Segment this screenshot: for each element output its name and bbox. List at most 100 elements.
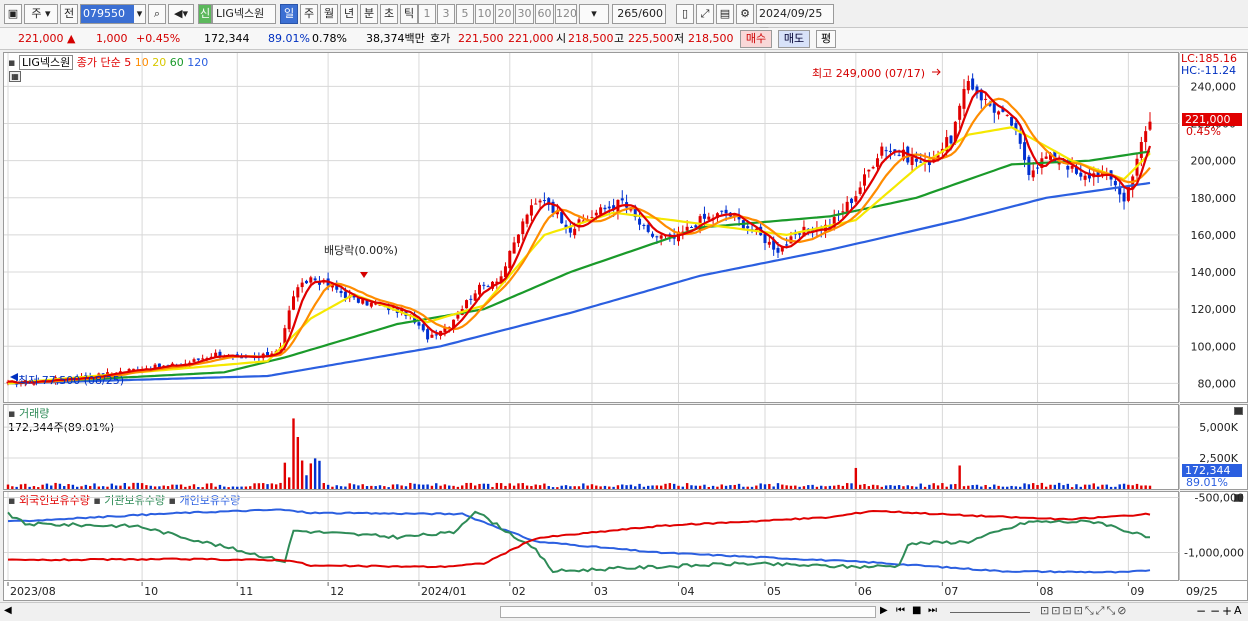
- candle: [421, 324, 425, 331]
- period-3-button[interactable]: 3: [437, 4, 455, 24]
- count-field[interactable]: 265/600: [612, 4, 666, 24]
- legend-ma20[interactable]: 20: [152, 56, 167, 69]
- legend-ma120[interactable]: 120: [187, 56, 209, 69]
- interval-min-tab[interactable]: 분: [360, 4, 378, 24]
- change-percent: +0.45%: [136, 32, 181, 45]
- period-10-button[interactable]: 10: [475, 4, 494, 24]
- holdings-panel-close-icon[interactable]: [1234, 494, 1243, 502]
- volume-title[interactable]: 거래량: [18, 407, 50, 420]
- interval-month-tab[interactable]: 월: [320, 4, 338, 24]
- volume-bar: [824, 486, 827, 489]
- date-input[interactable]: 2024/09/25 ▦: [756, 4, 834, 38]
- volume-panel[interactable]: [3, 404, 1179, 490]
- period-60-button[interactable]: 60: [535, 4, 554, 24]
- high-arrow-icon: [932, 68, 941, 76]
- candle: [153, 364, 157, 370]
- legend-stock-name[interactable]: LIG넥스원: [18, 55, 74, 70]
- volume-bar: [205, 483, 209, 489]
- zoom-slider[interactable]: [950, 612, 1030, 613]
- legend-ma-title[interactable]: 종가 단순 5: [76, 56, 132, 69]
- volume-bar: [768, 483, 771, 489]
- gear-icon[interactable]: ⚙: [736, 4, 754, 24]
- candle: [599, 207, 603, 215]
- scroll-right-icon[interactable]: ▶: [880, 605, 888, 616]
- period-120-button[interactable]: 120: [555, 4, 577, 24]
- volume-bar: [711, 485, 715, 489]
- candle: [845, 201, 849, 214]
- zoom-reset-icon[interactable]: −: [1210, 604, 1221, 618]
- volume-bar: [750, 486, 754, 489]
- volume-panel-close-icon[interactable]: [1234, 407, 1243, 415]
- auto-scale-button[interactable]: A: [1234, 604, 1242, 617]
- volume-bar: [240, 486, 243, 489]
- candle: [465, 300, 469, 309]
- candle: [850, 198, 854, 204]
- period-1-button[interactable]: 1: [418, 4, 436, 24]
- eval-button[interactable]: 평: [816, 30, 836, 48]
- grid-toggle-icon[interactable]: ▦: [9, 71, 21, 82]
- volume-bar: [162, 485, 165, 489]
- period-30-button[interactable]: 30: [515, 4, 534, 24]
- interval-year-tab[interactable]: 년: [340, 4, 358, 24]
- volume-bar: [521, 483, 524, 489]
- interval-sec-tab[interactable]: 초: [380, 4, 398, 24]
- stock-name-field[interactable]: LIG넥스원: [212, 4, 276, 24]
- holdings-chart-svg: -500,000 -1,000,000: [4, 492, 1244, 580]
- window-icon[interactable]: ▣: [4, 4, 22, 24]
- volume-bar: [582, 483, 585, 489]
- forward-icon[interactable]: ⏭: [928, 605, 937, 616]
- save-icon[interactable]: ▤: [716, 4, 734, 24]
- volume-bar: [1070, 487, 1074, 489]
- volume-bar: [547, 486, 550, 489]
- change-value: 1,000: [96, 32, 128, 45]
- candle: [785, 244, 789, 246]
- code-dropdown-icon[interactable]: ▾: [134, 4, 146, 24]
- speaker-icon[interactable]: ◀▾: [168, 4, 194, 24]
- period-mode-select[interactable]: 주 ▾: [24, 4, 58, 24]
- buy-button[interactable]: 매수: [740, 30, 772, 48]
- drawing-tool-icon[interactable]: ⤢: [696, 4, 714, 24]
- volume-bar: [435, 483, 438, 489]
- zoom-in-icon[interactable]: +: [1222, 604, 1233, 618]
- interval-day-tab[interactable]: 일: [280, 4, 298, 24]
- rewind-icon[interactable]: ⏮: [896, 605, 905, 616]
- volume-bar: [685, 483, 689, 489]
- prev-button[interactable]: 전: [60, 4, 78, 24]
- volume-bar: [659, 485, 663, 489]
- volume-bar: [197, 486, 200, 489]
- sell-button[interactable]: 매도: [778, 30, 810, 48]
- volume-bar: [837, 484, 840, 489]
- search-icon[interactable]: ⌕: [148, 4, 166, 24]
- candle: [196, 358, 200, 360]
- zoom-out-icon[interactable]: −: [1196, 604, 1207, 618]
- volume-bar: [1114, 486, 1117, 489]
- candle: [780, 246, 784, 252]
- volume-bar: [811, 484, 814, 489]
- ma20-line: [7, 126, 1151, 385]
- bottom-scrollbar[interactable]: ◀ ▶ ⏮ ■ ⏭ ⊡⊡⊡⊡⤡⤢⤡⊘ − − + A: [0, 602, 1248, 621]
- scroll-thumb[interactable]: [500, 606, 876, 618]
- volume-bar: [910, 486, 914, 489]
- stop-icon[interactable]: ■: [912, 605, 922, 616]
- period-5-button[interactable]: 5: [456, 4, 474, 24]
- volume-bar: [201, 487, 204, 489]
- candle-type-icon[interactable]: ▯: [676, 4, 694, 24]
- scroll-left-icon[interactable]: ◀: [4, 605, 12, 616]
- volume-bar: [625, 485, 628, 489]
- code-input[interactable]: 079550: [80, 4, 144, 24]
- interval-tick-tab[interactable]: 틱: [400, 4, 418, 24]
- period-20-button[interactable]: 20: [495, 4, 514, 24]
- volume-bar: [703, 484, 706, 489]
- candle: [607, 206, 611, 209]
- candle: [1122, 192, 1126, 202]
- bid-price-1: 221,500: [458, 32, 504, 45]
- volume-bar: [1019, 486, 1022, 489]
- chart-tools-icons[interactable]: ⊡⊡⊡⊡⤡⤢⤡⊘: [1040, 604, 1129, 617]
- period-select[interactable]: ▾: [579, 4, 609, 24]
- legend-ma60[interactable]: 60: [169, 56, 184, 69]
- volume-bar: [1062, 485, 1065, 489]
- volume-bar: [236, 486, 239, 489]
- interval-week-tab[interactable]: 주: [300, 4, 318, 24]
- volume-bar: [452, 485, 455, 489]
- candle: [720, 210, 724, 212]
